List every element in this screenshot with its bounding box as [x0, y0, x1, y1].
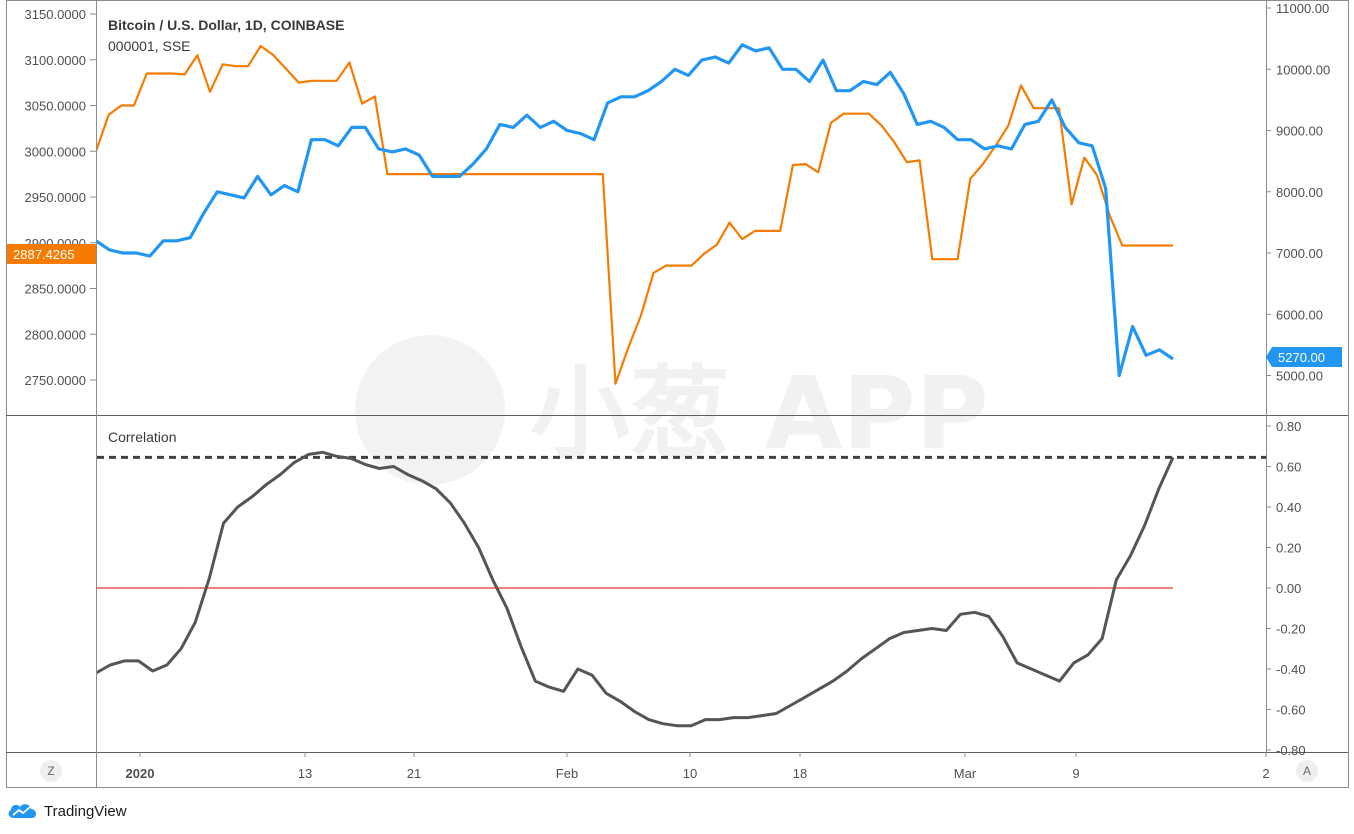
right-axis-tick-label: 5000.00: [1276, 369, 1323, 384]
btc-series-line[interactable]: [96, 43, 1174, 378]
btc-badge-bg: [1266, 347, 1342, 367]
right-axis-tick-label: 9000.00: [1276, 124, 1323, 139]
chart-frame: [6, 0, 1349, 788]
x-axis-tick-label: Mar: [954, 766, 977, 781]
x-axis-tick-label: 9: [1072, 766, 1079, 781]
corr-axis-tick-label: -0.40: [1276, 662, 1306, 677]
right-axis-tick-label: 8000.00: [1276, 185, 1323, 200]
right-axis-tick-label: 10000.00: [1276, 62, 1330, 77]
brand-name: TradingView: [44, 802, 127, 820]
corr-axis-tick-label: 0.80: [1276, 419, 1301, 434]
x-axis-tick-label: 10: [683, 766, 697, 781]
right-scale-button[interactable]: A: [1296, 760, 1318, 782]
left-scale-button[interactable]: Z: [40, 760, 62, 782]
corr-axis-tick-label: 0.60: [1276, 460, 1301, 475]
corr-axis-tick-label: 0.20: [1276, 541, 1301, 556]
btc-badge-label: 5270.00: [1278, 350, 1325, 365]
sse-badge-bg: [7, 244, 96, 264]
right-axis-tick-label: 7000.00: [1276, 246, 1323, 261]
left-axis-tick-label: 2750.0000: [25, 373, 86, 388]
left-axis-tick-label: 3150.0000: [25, 7, 86, 22]
x-axis-tick-label: 2020: [126, 766, 155, 781]
x-axis-tick-label: 2: [1262, 766, 1269, 781]
chart-title: Bitcoin / U.S. Dollar, 1D, COINBASE: [108, 17, 344, 33]
tradingview-cloud-icon: [8, 804, 37, 818]
corr-axis-tick-label: -0.60: [1276, 703, 1306, 718]
corr-axis-tick-label: -0.20: [1276, 622, 1306, 637]
x-axis-tick-label: 13: [298, 766, 312, 781]
price-pane[interactable]: [96, 43, 1174, 385]
left-axis-tick-label: 3100.0000: [25, 53, 86, 68]
right-axis-tick-label: 6000.00: [1276, 307, 1323, 322]
sse-series-line[interactable]: [96, 44, 1173, 385]
left-axis-tick-label: 2800.0000: [25, 327, 86, 342]
x-axis-tick-label: 18: [793, 766, 807, 781]
correlation-series-line[interactable]: [96, 450, 1175, 728]
watermark: 小葱 APP: [355, 335, 989, 485]
watermark-logo-icon: [355, 335, 505, 485]
chart-subtitle: 000001, SSE: [108, 38, 191, 54]
corr-axis-tick-label: 0.40: [1276, 500, 1301, 515]
left-axis-tick-label: 3000.0000: [25, 144, 86, 159]
sse-price-badge: 2887.4265: [7, 244, 96, 264]
correlation-pane[interactable]: [96, 450, 1266, 728]
right-axis-tick-label: 11000.00: [1276, 1, 1329, 16]
corr-axis-tick-label: -0.80: [1276, 743, 1306, 758]
axes-layer: 3150.00003100.00003050.00003000.00002950…: [25, 1, 1331, 781]
corr-axis-tick-label: 0.00: [1276, 581, 1301, 596]
tradingview-logo[interactable]: TradingView: [6, 800, 127, 822]
indicator-name: Correlation: [108, 429, 176, 445]
left-axis-tick-label: 3050.0000: [25, 99, 86, 114]
watermark-text: 小葱 APP: [530, 355, 989, 472]
x-axis-tick-label: 21: [407, 766, 421, 781]
left-axis-tick-label: 2850.0000: [25, 282, 86, 297]
left-axis-tick-label: 2950.0000: [25, 190, 86, 205]
btc-price-badge: 5270.00: [1266, 347, 1342, 367]
sse-badge-label: 2887.4265: [13, 247, 74, 262]
x-axis-tick-label: Feb: [556, 766, 578, 781]
